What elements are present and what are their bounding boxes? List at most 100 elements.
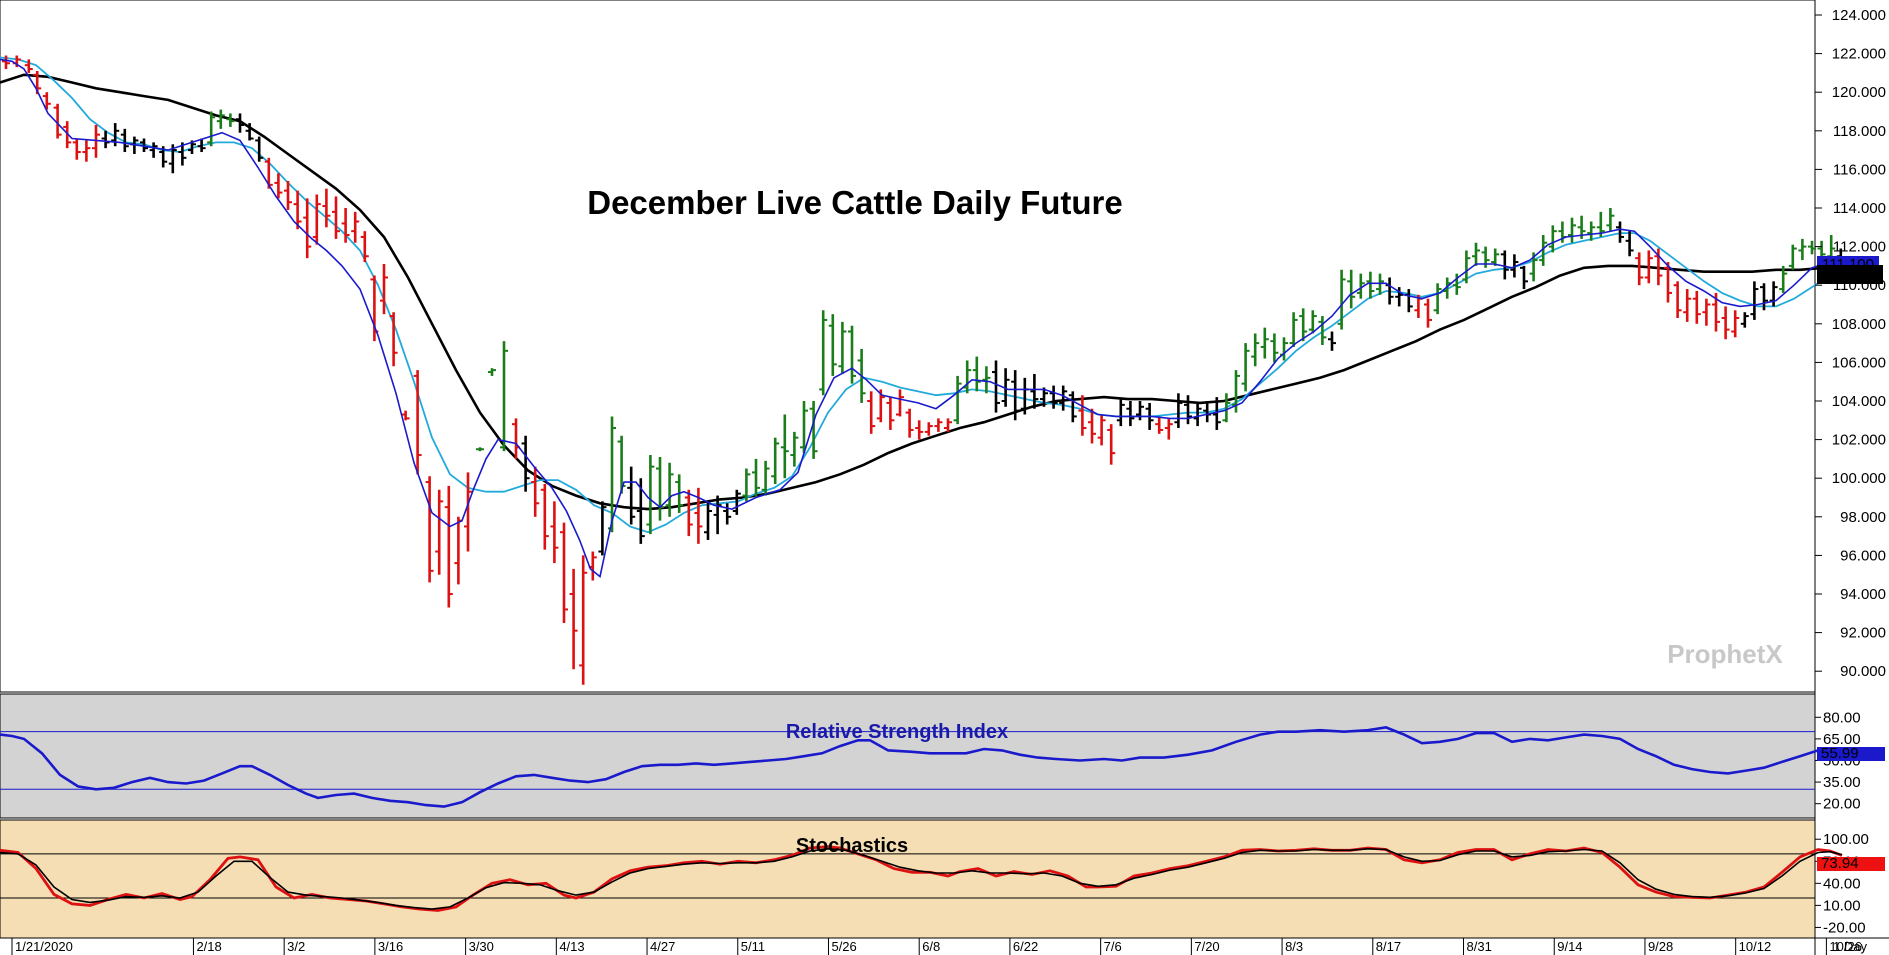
ohlc-bar: [1097, 414, 1106, 446]
ohlc-bar: [934, 418, 943, 432]
ohlc-bar: [569, 568, 578, 670]
stochastics-d-line: [0, 847, 1843, 910]
price-tick-label: 112.000: [1833, 239, 1886, 256]
ohlc-bar: [435, 489, 444, 575]
ohlc-bar: [809, 401, 818, 459]
ohlc-bar: [1030, 373, 1039, 409]
last-price-hidden-label: 111.100: [1822, 256, 1874, 273]
ohlc-bar: [226, 113, 235, 127]
medium-moving-average: [0, 56, 1843, 534]
ohlc-bar: [790, 431, 799, 467]
ohlc-bar: [1376, 273, 1384, 295]
ohlc-bar: [560, 522, 568, 623]
rsi-value-tag: 55.99: [1817, 745, 1885, 762]
ohlc-bar: [924, 422, 933, 436]
stochastics-tick-label: 40.00: [1823, 875, 1861, 892]
ohlc-bar: [1299, 308, 1308, 342]
ohlc-bar: [1251, 333, 1260, 367]
ohlc-bar: [42, 92, 51, 110]
ohlc-bar: [1328, 331, 1336, 351]
ohlc-bar: [1222, 393, 1231, 423]
ohlc-bar: [1462, 250, 1471, 284]
date-tick-label: 9/28: [1648, 939, 1673, 954]
ohlc-bar: [1078, 395, 1087, 436]
ohlc-bar: [953, 375, 962, 425]
ohlc-bar: [982, 366, 991, 394]
ohlc-bar: [838, 321, 847, 374]
ohlc-bar: [1692, 290, 1701, 324]
stochastics-tick-label: 100.00: [1823, 831, 1869, 848]
ohlc-bar: [1011, 370, 1020, 421]
ohlc-bar: [1001, 368, 1010, 407]
price-tick-label: 104.000: [1832, 393, 1886, 410]
ohlc-bar: [1193, 402, 1202, 427]
ohlc-bar: [207, 111, 216, 147]
date-tick-label: 7/6: [1104, 939, 1122, 954]
ohlc-bar: [245, 123, 254, 141]
ohlc-bar: [704, 501, 712, 540]
stochastics-level-lines: [0, 853, 1815, 899]
date-tick-label: 1/21/2020: [15, 939, 73, 954]
stochastics-tick-label: 10.00: [1823, 897, 1861, 914]
ohlc-bar: [1318, 316, 1327, 346]
ohlc-bar: [500, 341, 508, 452]
rsi-tick-label: 20.00: [1823, 796, 1861, 813]
ohlc-bar: [1049, 385, 1058, 409]
price-tick-label: 120.000: [1832, 84, 1886, 101]
date-tick-label: 8/31: [1467, 939, 1492, 954]
ohlc-bar: [1116, 399, 1125, 427]
ohlc-bar: [1472, 242, 1480, 266]
slow-moving-average: [0, 73, 1842, 511]
ohlc-bar: [905, 408, 914, 438]
ohlc-bar: [413, 370, 422, 475]
rsi-level-lines: [0, 731, 1815, 790]
ohlc-bar: [341, 208, 350, 243]
stochastics-k-line: [0, 845, 1843, 912]
ohlc-bar: [464, 472, 472, 552]
last-price-tag-box: [1817, 265, 1883, 284]
ohlc-bar: [1587, 221, 1596, 241]
date-tick-label: 3/16: [378, 939, 403, 954]
price-panel[interactable]: [0, 0, 1816, 693]
stochastics-panel[interactable]: [0, 819, 1816, 939]
ohlc-bar: [149, 142, 158, 158]
interval-label[interactable]: 1 Day: [1833, 939, 1867, 954]
ohlc-bar: [1606, 208, 1615, 232]
stochastics-value-tag-box: [1817, 857, 1885, 871]
ohlc-bar: [1260, 327, 1269, 359]
ohlc-bar: [1155, 416, 1164, 434]
ohlc-bar: [1520, 265, 1528, 290]
date-tick-label: 5/26: [831, 939, 856, 954]
ohlc-bar: [216, 109, 225, 129]
stochastics-lines-group: [0, 845, 1843, 912]
date-tick-label: 4/13: [559, 939, 584, 954]
rsi-panel[interactable]: [0, 693, 1816, 819]
ohlc-bar: [1510, 254, 1519, 278]
chart-title: December Live Cattle Daily Future: [587, 184, 1123, 221]
date-tick-label: 10/12: [1739, 939, 1772, 954]
price-tick-label: 98.000: [1840, 509, 1886, 526]
ohlc-bar: [92, 125, 100, 158]
ohlc-bar: [312, 194, 321, 245]
ohlc-bar: [1107, 424, 1116, 465]
ohlc-bar: [380, 263, 388, 315]
ohlc-bar: [24, 59, 33, 73]
ohlc-bar: [2, 55, 10, 70]
ohlc-bar: [1625, 231, 1634, 257]
ohlc-bar: [1356, 273, 1365, 299]
ohlc-bar: [1539, 235, 1548, 266]
ohlc-bar: [101, 130, 110, 149]
ohlc-bar: [944, 418, 952, 432]
ohlc-bar: [1174, 393, 1183, 429]
ohlc-bar: [1068, 391, 1077, 423]
stochastics-value-label: 73.94: [1821, 855, 1859, 872]
ohlc-bar: [1241, 343, 1250, 392]
ohlc-bar: [848, 325, 856, 384]
ohlc-bar: [1347, 269, 1356, 309]
price-axis: 124.000 122.000 120.000 118.000 116.000 114.0…: [1815, 7, 1886, 680]
ohlc-bar: [1059, 385, 1068, 411]
ohlc-bar: [521, 435, 530, 492]
ohlc-bar: [684, 489, 693, 537]
date-tick-label: 6/22: [1013, 939, 1038, 954]
